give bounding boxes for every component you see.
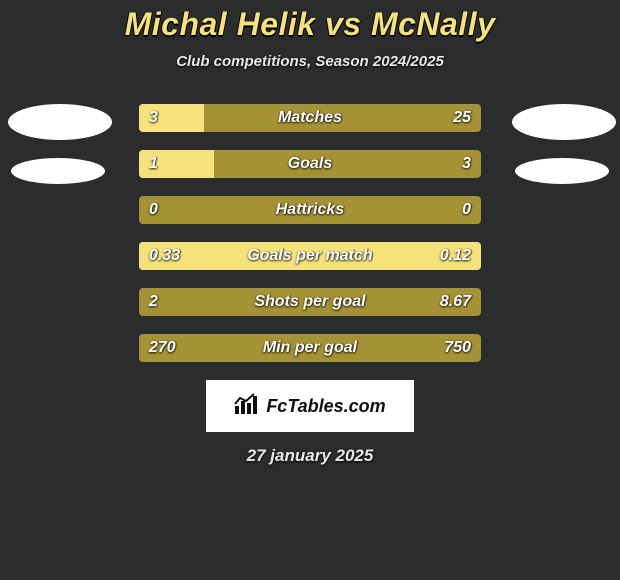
page-root: Michal Helik vs McNally Club competition… xyxy=(0,6,620,580)
stat-value-right: 25 xyxy=(443,104,481,132)
stat-value-right: 750 xyxy=(434,334,481,362)
comparison-chart: 3Matches25 1Goals3 0Hattricks0 0.33Goals pe… xyxy=(0,104,620,362)
stat-value-left: 0 xyxy=(139,196,168,224)
avatar-placeholder-icon xyxy=(11,158,105,184)
stat-value-right: 8.67 xyxy=(430,288,481,316)
bar-right-fill xyxy=(139,334,481,362)
stat-value-left: 0.33 xyxy=(139,242,190,270)
page-title: Michal Helik vs McNally xyxy=(0,6,620,43)
stat-value-right: 0.12 xyxy=(430,242,481,270)
stat-bar: 3Matches25 xyxy=(139,104,481,132)
avatar-placeholder-icon xyxy=(512,104,616,140)
page-subtitle: Club competitions, Season 2024/2025 xyxy=(0,53,620,70)
player-left-avatar xyxy=(8,104,108,184)
chart-icon xyxy=(234,393,260,420)
stat-bar: 2Shots per goal8.67 xyxy=(139,288,481,316)
avatar-placeholder-icon xyxy=(8,104,112,140)
player-right-avatar xyxy=(512,104,612,184)
stat-bars: 3Matches25 1Goals3 0Hattricks0 0.33Goals pe… xyxy=(139,104,481,362)
stat-value-left: 270 xyxy=(139,334,186,362)
stat-bar: 1Goals3 xyxy=(139,150,481,178)
stat-value-left: 3 xyxy=(139,104,168,132)
stat-value-right: 3 xyxy=(452,150,481,178)
stat-value-left: 2 xyxy=(139,288,168,316)
bar-right-fill xyxy=(139,196,481,224)
stat-value-right: 0 xyxy=(452,196,481,224)
avatar-placeholder-icon xyxy=(515,158,609,184)
stat-bar: 0.33Goals per match0.12 xyxy=(139,242,481,270)
watermark: FcTables.com xyxy=(206,380,414,432)
date-text: 27 january 2025 xyxy=(0,446,620,466)
stat-value-left: 1 xyxy=(139,150,168,178)
stat-bar: 270Min per goal750 xyxy=(139,334,481,362)
stat-bar: 0Hattricks0 xyxy=(139,196,481,224)
watermark-text: FcTables.com xyxy=(266,396,385,417)
